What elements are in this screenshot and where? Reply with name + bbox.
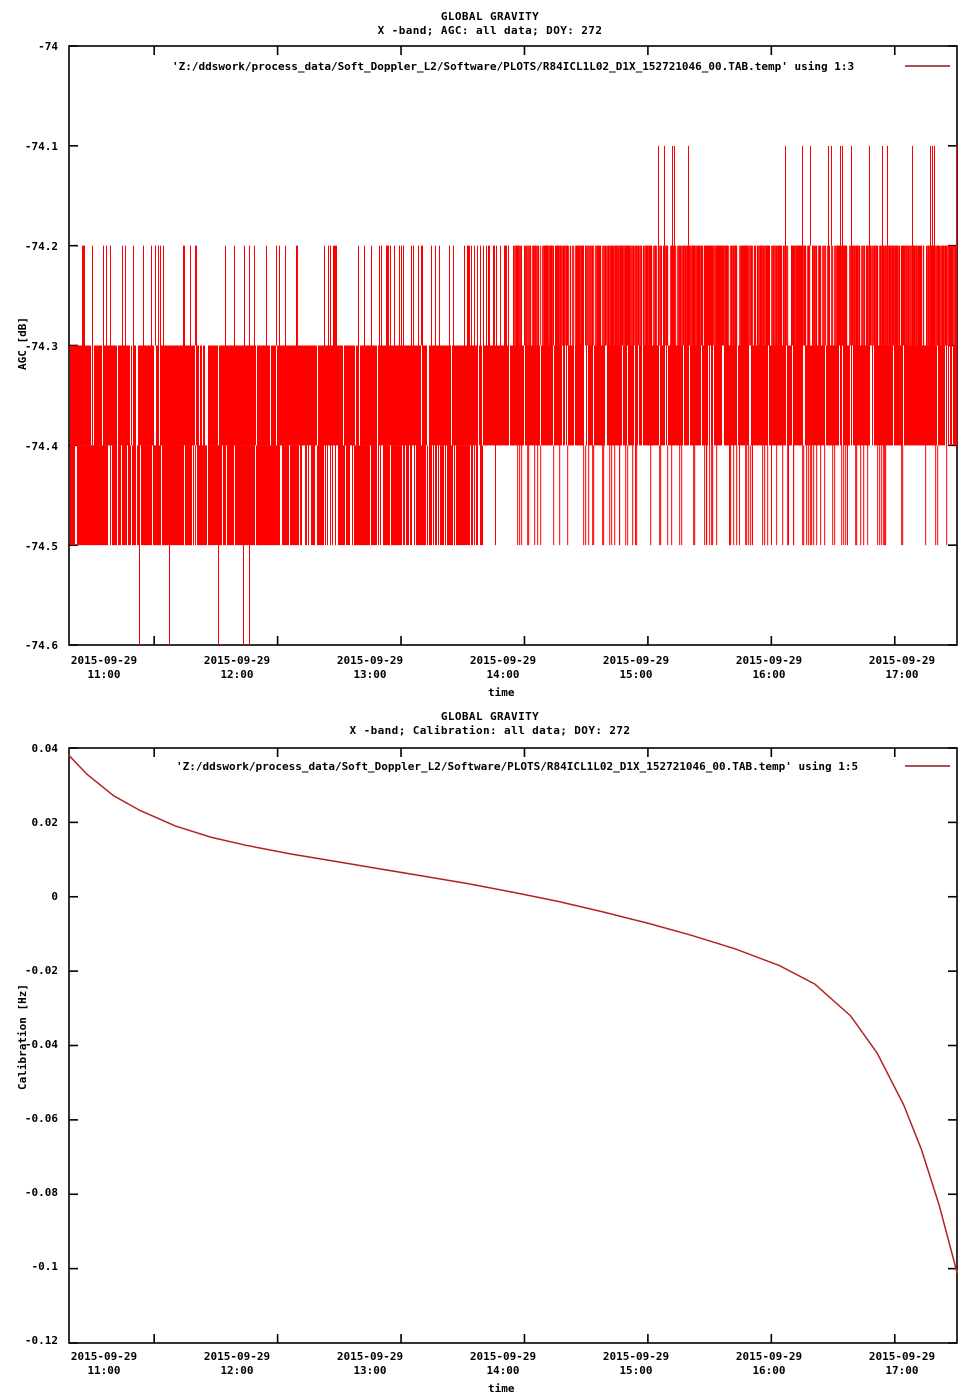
agc-xtick-5-time: 16:00 bbox=[752, 668, 786, 681]
cal-xtick-6-date: 2015-09-29 bbox=[868, 1350, 936, 1363]
agc-ytick-0: -74 bbox=[38, 40, 58, 53]
cal-xtick-2-time: 13:00 bbox=[353, 1364, 387, 1377]
cal-xtick-4-time: 15:00 bbox=[619, 1364, 653, 1377]
agc-ytick-4: -74.4 bbox=[24, 440, 58, 453]
agc-title-line1: GLOBAL GRAVITY bbox=[440, 10, 540, 23]
agc-ytick-1: -74.1 bbox=[24, 140, 58, 153]
cal-ytick-7: -0.1 bbox=[31, 1260, 59, 1273]
agc-xtick-2-time: 13:00 bbox=[353, 668, 387, 681]
agc-xtick-0-time: 11:00 bbox=[87, 668, 121, 681]
cal-xtick-1-date: 2015-09-29 bbox=[203, 1350, 271, 1363]
agc-xtick-0-date: 2015-09-29 bbox=[70, 654, 138, 667]
calibration-legend-label: 'Z:/ddswork/process_data/Soft_Doppler_L2… bbox=[176, 760, 859, 773]
agc-xtick-1-time: 12:00 bbox=[220, 668, 254, 681]
agc-ytick-5: -74.5 bbox=[24, 540, 58, 553]
cal-xtick-3-date: 2015-09-29 bbox=[469, 1350, 537, 1363]
calibration-plot-area bbox=[68, 747, 958, 1344]
calibration-panel: GLOBAL GRAVITY X -band; Calibration: all… bbox=[0, 700, 980, 1400]
cal-ytick-4: -0.04 bbox=[24, 1038, 58, 1051]
cal-xtick-4-date: 2015-09-29 bbox=[602, 1350, 670, 1363]
agc-ytick-6: -74.6 bbox=[24, 639, 58, 652]
agc-ytick-3: -74.3 bbox=[24, 340, 58, 353]
agc-xtick-6-date: 2015-09-29 bbox=[868, 654, 936, 667]
agc-xtick-4-time: 15:00 bbox=[619, 668, 653, 681]
cal-xtick-2-date: 2015-09-29 bbox=[336, 1350, 404, 1363]
cal-ytick-8: -0.12 bbox=[24, 1334, 58, 1347]
cal-xtick-3-time: 14:00 bbox=[486, 1364, 520, 1377]
calibration-x-axis-label: time bbox=[488, 1382, 515, 1395]
agc-title-line2: X -band; AGC: all data; DOY: 272 bbox=[377, 24, 603, 37]
cal-ytick-2: 0 bbox=[51, 890, 58, 903]
agc-xtick-3-date: 2015-09-29 bbox=[469, 654, 537, 667]
agc-xtick-1-date: 2015-09-29 bbox=[203, 654, 271, 667]
agc-xtick-5-date: 2015-09-29 bbox=[735, 654, 803, 667]
agc-ytick-2: -74.2 bbox=[24, 240, 58, 253]
agc-plot-area bbox=[68, 45, 958, 646]
calibration-title-line1: GLOBAL GRAVITY bbox=[440, 710, 540, 723]
cal-ytick-6: -0.08 bbox=[24, 1186, 58, 1199]
cal-xtick-5-date: 2015-09-29 bbox=[735, 1350, 803, 1363]
agc-x-axis-label: time bbox=[488, 686, 515, 699]
calibration-title-line2: X -band; Calibration: all data; DOY: 272 bbox=[349, 724, 631, 737]
cal-xtick-1-time: 12:00 bbox=[220, 1364, 254, 1377]
agc-xtick-6-time: 17:00 bbox=[885, 668, 919, 681]
cal-ytick-5: -0.06 bbox=[24, 1112, 58, 1125]
cal-xtick-5-time: 16:00 bbox=[752, 1364, 786, 1377]
cal-ytick-3: -0.02 bbox=[24, 964, 58, 977]
cal-ytick-1: 0.02 bbox=[31, 816, 59, 829]
cal-xtick-6-time: 17:00 bbox=[885, 1364, 919, 1377]
agc-panel: GLOBAL GRAVITY X -band; AGC: all data; D… bbox=[16, 10, 958, 699]
agc-xtick-2-date: 2015-09-29 bbox=[336, 654, 404, 667]
agc-xtick-3-time: 14:00 bbox=[486, 668, 520, 681]
agc-legend-label: 'Z:/ddswork/process_data/Soft_Doppler_L2… bbox=[172, 60, 855, 73]
cal-xtick-0-date: 2015-09-29 bbox=[70, 1350, 138, 1363]
agc-xtick-4-date: 2015-09-29 bbox=[602, 654, 670, 667]
cal-ytick-0: 0.04 bbox=[31, 742, 59, 755]
cal-xtick-0-time: 11:00 bbox=[87, 1364, 121, 1377]
